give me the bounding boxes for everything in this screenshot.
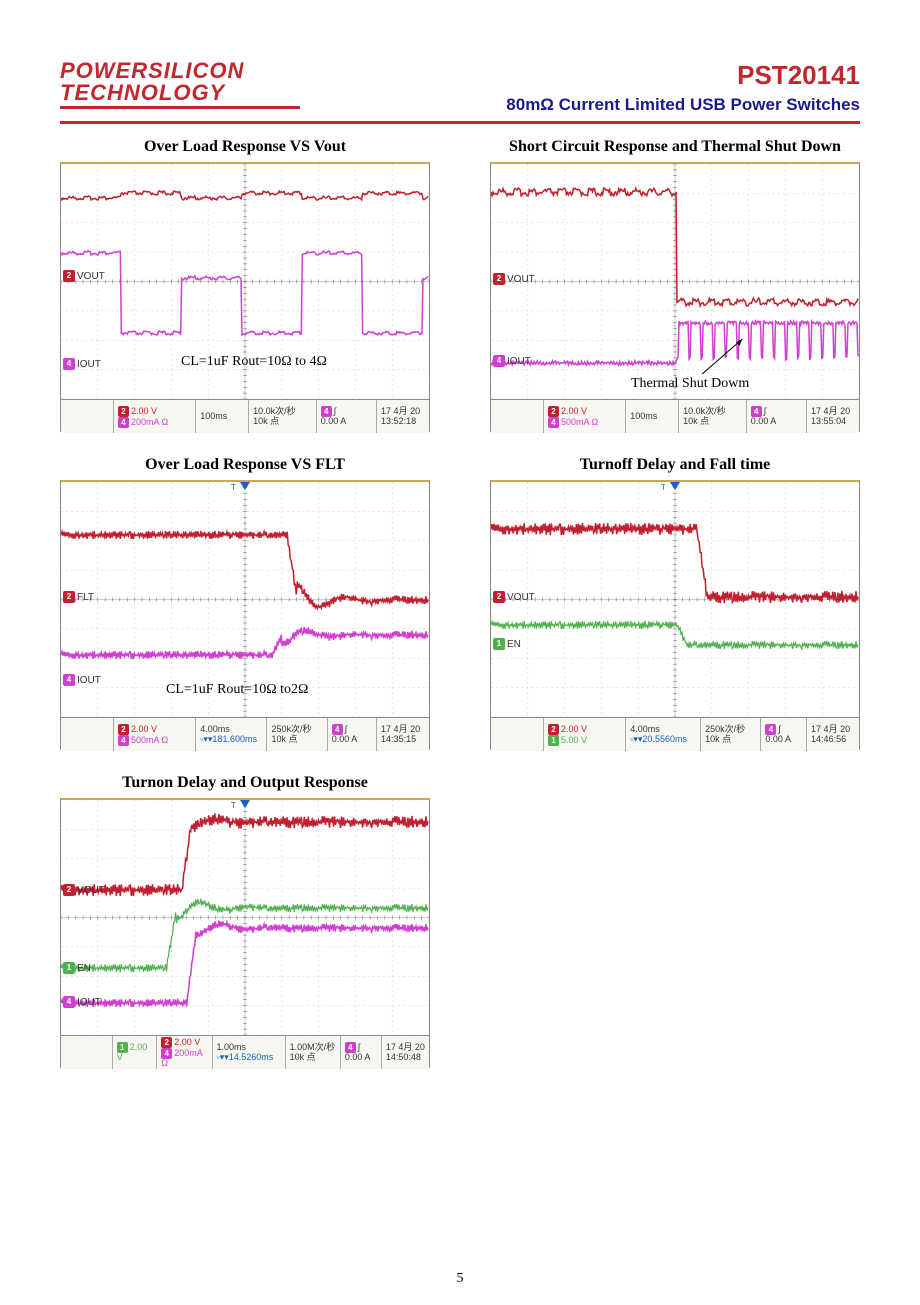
scope-plot: T 2VOUT 1EN 4IOUT <box>61 800 429 1035</box>
oscilloscope-frame: T 2FLT 4IOUT CL=1uF Rout=10Ω to2Ω 22.00 V450… <box>60 480 430 750</box>
channel-label: 4IOUT <box>493 355 531 367</box>
header: POWERSILICON TECHNOLOGY PST20141 80mΩ Cu… <box>60 60 860 115</box>
chart-title: Turnon Delay and Output Response <box>60 774 430 792</box>
annotation-text: Thermal Shut Dowm <box>631 376 749 392</box>
footer-cell: 22.00 V4500mA Ω <box>114 718 196 751</box>
svg-text:T: T <box>231 801 236 810</box>
channel-label: 4IOUT <box>63 674 101 686</box>
footer-cell: 250k次/秒10k 点 <box>267 718 327 751</box>
logo-line2: TECHNOLOGY <box>60 82 300 104</box>
footer-cell: 17 4月 2014:50:48 <box>382 1036 429 1069</box>
footer-cell: 100ms <box>196 400 249 433</box>
scope-footer: 12.00 V22.00 V4200mA Ω1.00ms▫▾▾14.5260ms… <box>61 1035 429 1069</box>
channel-label: 4IOUT <box>63 358 101 370</box>
chart-cell: Over Load Response VS Vout 2VOUT 4IOUT CL=1… <box>60 138 430 432</box>
footer-cell: 22.00 V4200mA Ω <box>157 1036 212 1069</box>
channel-label: 4IOUT <box>63 996 101 1008</box>
channel-label: 2VOUT <box>493 273 535 285</box>
channel-label: 2FLT <box>63 591 94 603</box>
scope-plot: 2VOUT 4IOUT CL=1uF Rout=10Ω to 4Ω <box>61 164 429 399</box>
datasheet-page: POWERSILICON TECHNOLOGY PST20141 80mΩ Cu… <box>0 0 920 1108</box>
footer-cell: 22.00 V4200mA Ω <box>114 400 196 433</box>
chart-cell: Turnoff Delay and Fall time T 2VOUT 1EN 22.0… <box>490 456 860 750</box>
footer-cell: 10.0k次/秒10k 点 <box>679 400 747 433</box>
chart-title: Over Load Response VS FLT <box>60 456 430 474</box>
logo-line1: POWERSILICON <box>60 60 300 82</box>
chart-title: Over Load Response VS Vout <box>60 138 430 156</box>
chart-cell: Short Circuit Response and Thermal Shut … <box>490 138 860 432</box>
footer-cell: 4∫0.00 A <box>747 400 807 433</box>
scope-plot: T 2VOUT 1EN <box>491 482 859 717</box>
footer-cell: 4∫0.00 A <box>317 400 377 433</box>
footer-cell: 22.00 V4500mA Ω <box>544 400 626 433</box>
oscilloscope-frame: T 2VOUT 1EN 22.00 V15.00 V4.00ms▫▾▾20.5560m… <box>490 480 860 750</box>
page-subtitle: 80mΩ Current Limited USB Power Switches <box>506 95 860 115</box>
footer-cell: 17 4月 2013:55:04 <box>807 400 859 433</box>
scope-footer: 22.00 V4500mA Ω100ms10.0k次/秒10k 点4∫0.00 … <box>491 399 859 433</box>
scope-plot: 2VOUT 4IOUT Thermal Shut Dowm <box>491 164 859 399</box>
chart-grid: Over Load Response VS Vout 2VOUT 4IOUT CL=1… <box>60 138 860 1068</box>
footer-cell: 1.00M次/秒10k 点 <box>286 1036 341 1069</box>
footer-cell: 4.00ms▫▾▾20.5560ms <box>626 718 701 751</box>
channel-label: 2VOUT <box>493 591 535 603</box>
oscilloscope-frame: 2VOUT 4IOUT Thermal Shut Dowm 22.00 V4500mA… <box>490 162 860 432</box>
footer-cell: 250k次/秒10k 点 <box>701 718 761 751</box>
page-number: 5 <box>0 1271 920 1287</box>
annotation-text: CL=1uF Rout=10Ω to 4Ω <box>181 354 327 370</box>
footer-cell: 22.00 V15.00 V <box>544 718 626 751</box>
chart-cell: Over Load Response VS FLT T 2FLT 4IOUT CL=1u… <box>60 456 430 750</box>
chart-cell: Turnon Delay and Output Response T 2VOUT 1E… <box>60 774 430 1068</box>
svg-text:T: T <box>661 483 666 492</box>
company-logo: POWERSILICON TECHNOLOGY <box>60 60 300 104</box>
svg-text:T: T <box>231 483 236 492</box>
scope-plot: T 2FLT 4IOUT CL=1uF Rout=10Ω to2Ω <box>61 482 429 717</box>
channel-label: 1EN <box>63 962 91 974</box>
chart-title: Short Circuit Response and Thermal Shut … <box>490 138 860 156</box>
channel-label: 2VOUT <box>63 884 105 896</box>
footer-cell: 4∫0.00 A <box>341 1036 382 1069</box>
header-right: PST20141 80mΩ Current Limited USB Power … <box>506 60 860 115</box>
logo-block: POWERSILICON TECHNOLOGY <box>60 60 300 109</box>
annotation-text: CL=1uF Rout=10Ω to2Ω <box>166 682 308 698</box>
footer-cell: 4∫0.00 A <box>761 718 807 751</box>
channel-label: 1EN <box>493 638 521 650</box>
channel-label: 2VOUT <box>63 270 105 282</box>
footer-cell: 100ms <box>626 400 679 433</box>
footer-cell: 4∫0.00 A <box>328 718 377 751</box>
footer-cell: 17 4月 2014:46:56 <box>807 718 859 751</box>
chart-title: Turnoff Delay and Fall time <box>490 456 860 474</box>
oscilloscope-frame: T2VOUT1EN4IOUT12.00 V22.00 V4200mA Ω1.00… <box>60 798 430 1068</box>
oscilloscope-frame: 2VOUT 4IOUT CL=1uF Rout=10Ω to 4Ω 22.00 V42… <box>60 162 430 432</box>
scope-footer: 22.00 V15.00 V4.00ms▫▾▾20.5560ms250k次/秒1… <box>491 717 859 751</box>
logo-underline <box>60 106 300 109</box>
footer-cell: 4.00ms▫▾▾181.600ms <box>196 718 267 751</box>
scope-footer: 22.00 V4200mA Ω100ms10.0k次/秒10k 点4∫0.00 … <box>61 399 429 433</box>
footer-cell: 12.00 V <box>113 1036 158 1069</box>
footer-cell: 10.0k次/秒10k 点 <box>249 400 317 433</box>
part-number: PST20141 <box>506 60 860 91</box>
header-rule <box>60 121 860 124</box>
footer-cell: 17 4月 2014:35:15 <box>377 718 429 751</box>
footer-cell: 1.00ms▫▾▾14.5260ms <box>213 1036 286 1069</box>
footer-cell: 17 4月 2013:52:18 <box>377 400 429 433</box>
scope-footer: 22.00 V4500mA Ω4.00ms▫▾▾181.600ms250k次/秒… <box>61 717 429 751</box>
